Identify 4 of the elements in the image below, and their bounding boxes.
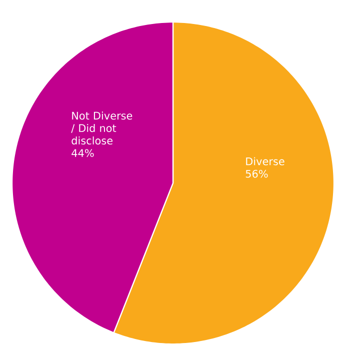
slice-label: Not Diverse / Did not disclose [71,112,132,145]
slice-label: Diverse [246,157,284,166]
data-label: 44% [72,149,94,157]
data-label: 56% [246,170,268,178]
